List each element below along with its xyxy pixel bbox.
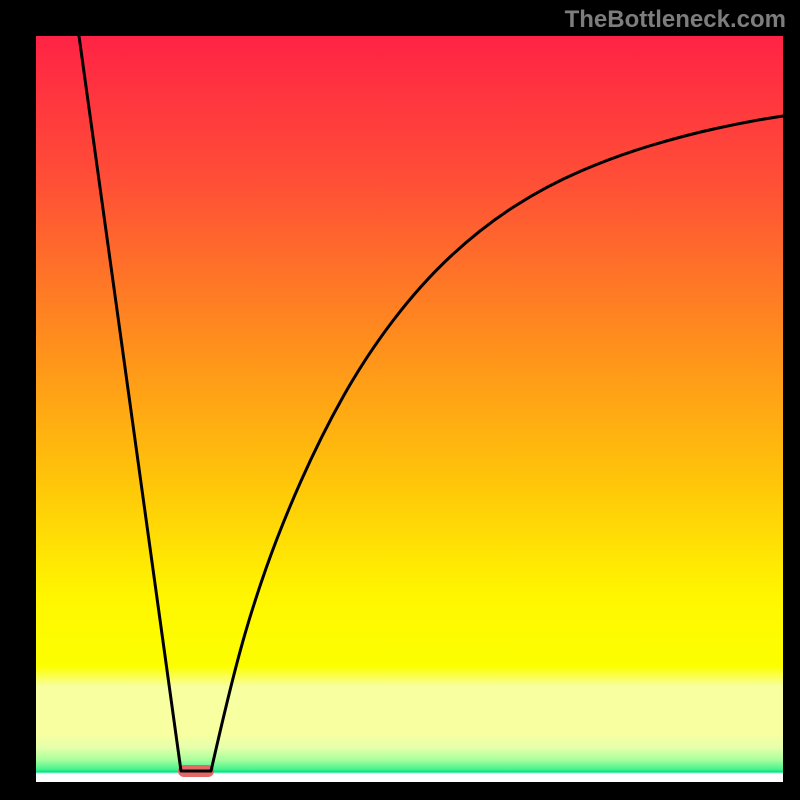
gradient-background [36,36,783,782]
watermark-text: TheBottleneck.com [565,6,786,34]
outer-frame: TheBottleneck.com [0,0,800,800]
plot-area [36,36,783,782]
plot-svg [36,36,783,782]
